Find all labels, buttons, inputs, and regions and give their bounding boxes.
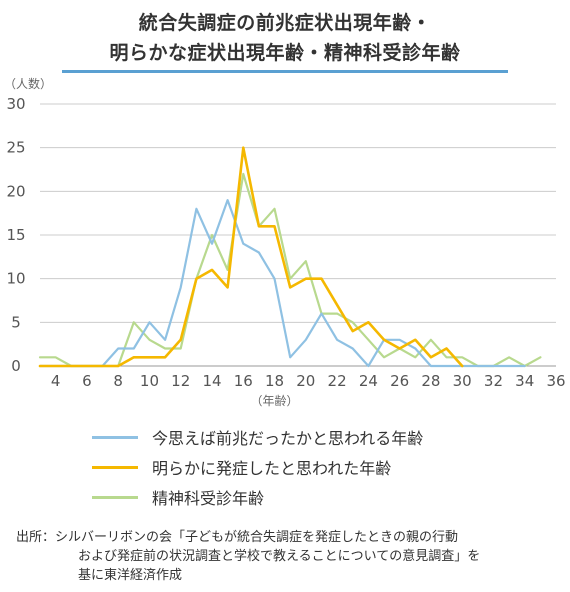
legend-label-onset: 明らかに発症したと思われた年齢 xyxy=(152,459,392,478)
y-tick-label: 5 xyxy=(11,313,21,331)
x-tick-label: 20 xyxy=(296,372,315,390)
legend-swatch-onset xyxy=(92,465,138,469)
legend-swatch-visit xyxy=(92,495,138,499)
chart-legend: 今思えば前兆だったかと思われる年齢 明らかに発症したと思われた年齢 精神科受診年… xyxy=(92,422,423,512)
x-tick-label: 8 xyxy=(113,372,123,390)
x-tick-label: 12 xyxy=(171,372,190,390)
x-tick-label: 28 xyxy=(421,372,440,390)
series-line-visit xyxy=(38,172,542,368)
y-tick-label: 15 xyxy=(6,226,25,244)
legend-item-visit: 精神科受診年齢 xyxy=(92,482,423,512)
chart-title-line2: 明らかな症状出現年齢・精神科受診年齢 xyxy=(109,42,461,64)
y-tick-label: 0 xyxy=(11,357,21,375)
x-tick-label: 16 xyxy=(234,372,253,390)
x-tick-label: 36 xyxy=(546,372,565,390)
x-tick-label: 4 xyxy=(51,372,61,390)
x-tick-label: 18 xyxy=(265,372,284,390)
x-tick-label: 24 xyxy=(359,372,378,390)
x-tick-label: 26 xyxy=(390,372,409,390)
y-tick-label: 10 xyxy=(6,270,25,288)
line-chart: 0 5 10 15 20 25 30 （人数） 4 6 8 10 12 14 16 18 20 22 24 26 28 3… xyxy=(4,76,566,408)
legend-label-precursor: 今思えば前兆だったかと思われる年齢 xyxy=(152,429,424,448)
legend-item-onset: 明らかに発症したと思われた年齢 xyxy=(92,452,423,482)
x-tick-label: 32 xyxy=(484,372,503,390)
source-line1: シルバーリボンの会「子どもが統合失調症を発症したときの親の行動 xyxy=(55,530,459,545)
title-underline xyxy=(62,70,508,73)
x-tick-label: 22 xyxy=(328,372,347,390)
chart-title-line1: 統合失調症の前兆症状出現年齢・ xyxy=(138,12,432,34)
legend-label-visit: 精神科受診年齢 xyxy=(152,489,265,508)
series-line-onset xyxy=(38,146,464,368)
y-tick-label: 30 xyxy=(6,95,25,113)
y-tick-label: 25 xyxy=(6,139,25,157)
source-line3: 基に東洋経済作成 xyxy=(78,568,183,583)
x-tick-label: 14 xyxy=(202,372,221,390)
source-line2: および発症前の状況調査と学校で教えることについての意見調査」を xyxy=(78,549,481,564)
series-line-precursor xyxy=(38,199,526,368)
x-tick-label: 10 xyxy=(140,372,159,390)
y-tick-label: 20 xyxy=(6,182,25,200)
y-axis-label: （人数） xyxy=(4,76,52,91)
legend-item-precursor: 今思えば前兆だったかと思われる年齢 xyxy=(92,422,423,452)
x-tick-label: 6 xyxy=(82,372,92,390)
source-label: 出所： xyxy=(16,530,56,545)
x-tick-label: 30 xyxy=(453,372,472,390)
x-axis-label: （年齢） xyxy=(251,393,299,408)
legend-swatch-precursor xyxy=(92,435,138,439)
source-note: 出所：シルバーリボンの会「子どもが統合失調症を発症したときの親の行動 および発症… xyxy=(16,528,480,585)
x-tick-label: 34 xyxy=(515,372,534,390)
